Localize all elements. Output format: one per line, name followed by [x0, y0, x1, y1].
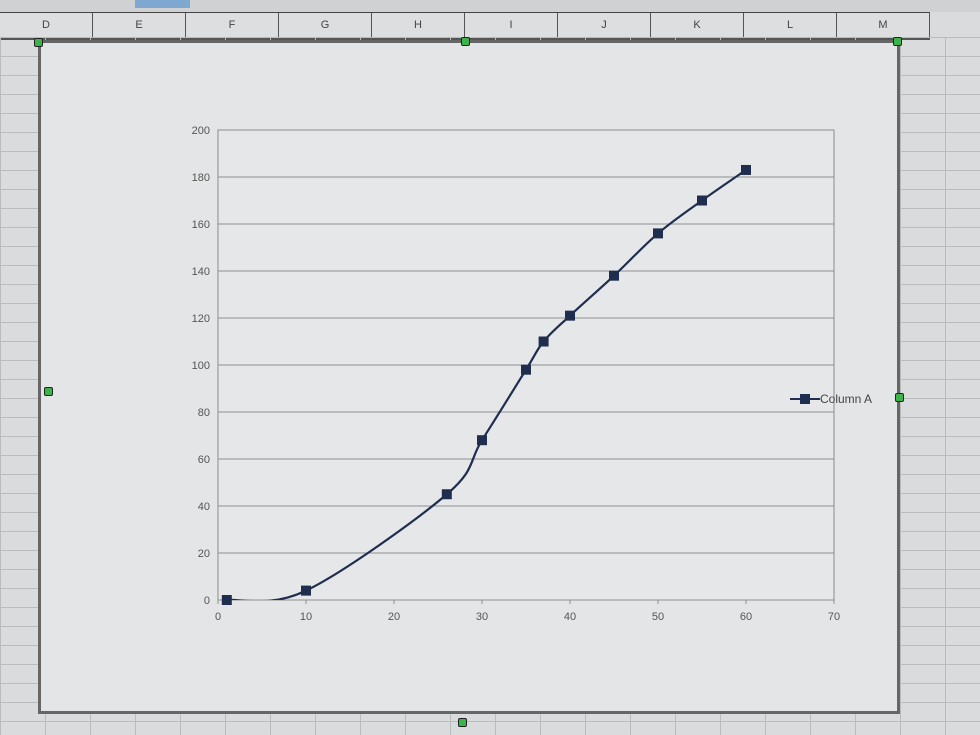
- data-point: [565, 310, 575, 321]
- y-tick-label: 120: [192, 313, 210, 325]
- toolbar: [0, 0, 980, 12]
- x-tick-label: 30: [476, 611, 488, 623]
- y-tick-label: 60: [198, 454, 210, 466]
- resize-handle[interactable]: [893, 37, 902, 46]
- x-tick-label: 70: [828, 611, 840, 623]
- data-point: [221, 595, 232, 605]
- y-tick-label: 40: [198, 501, 210, 513]
- column-header-K[interactable]: K: [651, 13, 744, 37]
- legend: Column A: [790, 392, 872, 406]
- column-header-M[interactable]: M: [837, 13, 930, 37]
- data-point: [538, 336, 549, 347]
- column-header-E[interactable]: E: [93, 13, 186, 37]
- y-tick-label: 160: [192, 219, 210, 231]
- resize-handle[interactable]: [458, 718, 467, 727]
- data-point: [609, 270, 619, 281]
- data-point: [301, 585, 311, 596]
- x-tick-label: 20: [388, 611, 400, 623]
- legend-marker-icon: [790, 394, 820, 404]
- y-tick-label: 100: [192, 360, 210, 372]
- legend-label: Column A: [820, 392, 873, 406]
- x-tick-label: 40: [564, 611, 576, 623]
- y-tick-label: 0: [204, 595, 210, 607]
- y-tick-label: 80: [198, 407, 210, 419]
- column-header-L[interactable]: L: [744, 13, 837, 37]
- x-tick-label: 50: [652, 611, 664, 623]
- data-point: [653, 228, 663, 239]
- column-header-D[interactable]: D: [0, 13, 93, 37]
- resize-handle[interactable]: [44, 387, 53, 396]
- data-point: [477, 435, 487, 446]
- data-point: [521, 364, 531, 375]
- column-header-H[interactable]: H: [372, 13, 465, 37]
- column-header-I[interactable]: I: [465, 13, 558, 37]
- x-tick-label: 0: [215, 611, 221, 623]
- y-tick-label: 20: [198, 548, 210, 560]
- column-header-J[interactable]: J: [558, 13, 651, 37]
- x-tick-label: 10: [300, 611, 312, 623]
- column-header-G[interactable]: G: [279, 13, 372, 37]
- y-tick-label: 180: [192, 172, 210, 184]
- x-tick-label: 60: [740, 611, 752, 623]
- data-point: [697, 195, 707, 206]
- toolbar-button[interactable]: [135, 0, 190, 8]
- data-point: [741, 164, 751, 175]
- resize-handle[interactable]: [34, 38, 43, 47]
- y-tick-label: 200: [192, 125, 210, 137]
- data-point: [441, 489, 452, 500]
- resize-handle[interactable]: [895, 393, 904, 402]
- resize-handle[interactable]: [461, 37, 470, 46]
- column-header-F[interactable]: F: [186, 13, 279, 37]
- y-tick-label: 140: [192, 266, 210, 278]
